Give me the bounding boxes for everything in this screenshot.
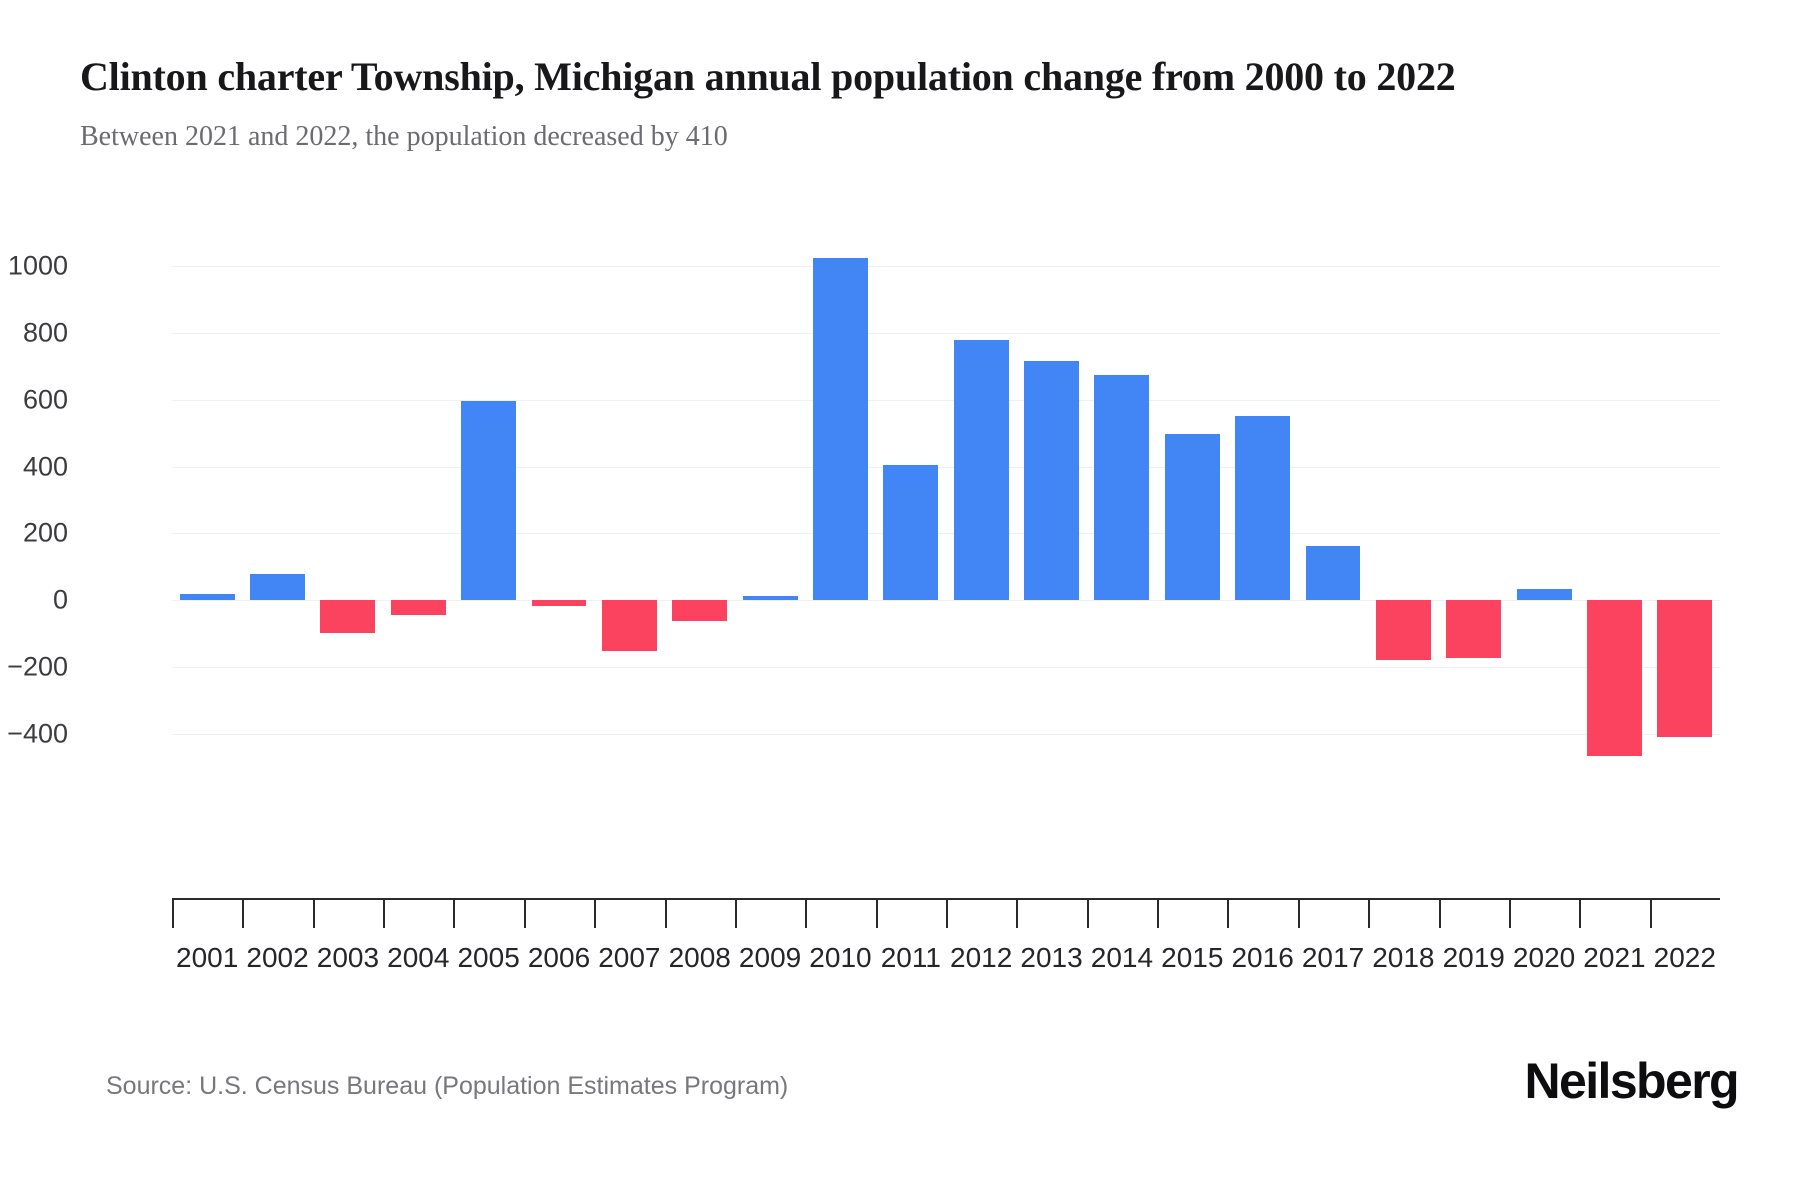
bar-2018[interactable]: [1375, 600, 1431, 660]
x-axis-tick: [172, 900, 174, 928]
x-axis-tick: [1438, 900, 1441, 928]
x-axis-tick-label-2017: 2017: [1301, 942, 1365, 973]
x-axis-tick-label-2006: 2006: [527, 942, 591, 973]
x-axis-tick: [664, 900, 667, 928]
x-axis-tick-label-2018: 2018: [1372, 942, 1435, 973]
x-axis-tick-label-2016: 2016: [1231, 942, 1294, 973]
x-axis-tick-label-2019: 2019: [1442, 942, 1505, 973]
x-axis-tick: [1508, 900, 1511, 928]
source-note: Source: U.S. Census Bureau (Population E…: [106, 1072, 789, 1100]
y-axis-tick-label: −400: [7, 718, 68, 749]
bar-2007[interactable]: [601, 600, 657, 652]
x-axis-tick-label-2013: 2013: [1020, 942, 1083, 973]
bar-2020[interactable]: [1516, 588, 1572, 601]
x-axis-tick: [805, 900, 808, 928]
y-axis-tick-label: 400: [22, 451, 68, 482]
x-axis-tick-label-2014: 2014: [1090, 942, 1154, 973]
x-axis-tick: [1649, 900, 1652, 928]
bar-2016[interactable]: [1235, 416, 1291, 601]
x-axis-tick-label-2009: 2009: [738, 942, 802, 973]
x-axis-tick: [453, 900, 456, 928]
x-axis-tick-label-2012: 2012: [950, 942, 1013, 973]
bar-2022[interactable]: [1657, 600, 1713, 738]
bar-2011[interactable]: [883, 464, 939, 601]
bar-2009[interactable]: [742, 595, 798, 601]
x-axis-tick: [1157, 900, 1160, 928]
bar-2008[interactable]: [672, 600, 728, 622]
bar-2004[interactable]: [390, 600, 446, 615]
x-axis-tick-label-2008: 2008: [668, 942, 731, 973]
x-axis-tick-label-2010: 2010: [809, 942, 872, 973]
bar-2019[interactable]: [1446, 600, 1502, 658]
y-axis-tick-label: −200: [7, 651, 68, 682]
y-axis-tick-label: 800: [22, 317, 68, 348]
y-gridline: [172, 332, 1720, 334]
chart-subtitle: Between 2021 and 2022, the population de…: [80, 121, 728, 152]
x-axis-tick-label-2022: 2022: [1653, 942, 1716, 973]
y-axis-tick-label: 1000: [7, 250, 68, 281]
bar-2014[interactable]: [1094, 374, 1150, 601]
x-axis-tick-label-2003: 2003: [316, 942, 380, 973]
y-gridline: [172, 399, 1720, 401]
bar-2012[interactable]: [953, 339, 1009, 601]
x-axis-tick: [1016, 900, 1019, 928]
x-axis-tick: [242, 900, 245, 928]
bar-2013[interactable]: [1024, 360, 1079, 601]
x-axis-tick: [734, 900, 737, 928]
x-axis-tick: [523, 900, 526, 928]
x-axis-tick-label-2021: 2021: [1583, 942, 1646, 973]
y-gridline: [172, 734, 1720, 735]
bar-2021[interactable]: [1587, 600, 1642, 756]
x-axis-tick-label-2001: 2001: [176, 942, 239, 973]
bar-2010[interactable]: [813, 258, 868, 601]
y-axis-tick-label: 600: [22, 384, 68, 415]
x-axis-tick: [875, 900, 878, 928]
x-axis-tick-label-2020: 2020: [1512, 942, 1576, 973]
x-axis-tick-label-2007: 2007: [598, 942, 661, 973]
bar-2017[interactable]: [1305, 546, 1361, 601]
x-axis-tick-label-2002: 2002: [246, 942, 309, 973]
bar-2005[interactable]: [461, 401, 517, 601]
x-axis-tick: [1227, 900, 1230, 928]
chart-title: Clinton charter Township, Michigan annua…: [80, 54, 1456, 99]
x-axis-tick: [1297, 900, 1300, 928]
x-axis-tick-label-2004: 2004: [387, 942, 450, 973]
x-axis-tick: [383, 900, 386, 928]
bar-2003[interactable]: [320, 600, 376, 634]
x-axis-tick: [1086, 900, 1089, 928]
neilsberg-logo: Neilsberg: [1524, 1053, 1740, 1109]
y-gridline: [172, 533, 1720, 535]
plot-area: 1000 800 600 400 200 0 −200 −400: [7, 251, 1720, 756]
y-gridline: [172, 600, 1720, 602]
x-axis-tick: [1368, 900, 1371, 928]
x-axis-tick-label-2005: 2005: [457, 942, 520, 973]
y-gridline: [172, 466, 1720, 468]
bar-2006[interactable]: [531, 600, 587, 606]
bar-2002[interactable]: [250, 574, 305, 601]
y-gridline: [172, 266, 1720, 267]
bar-2001[interactable]: [179, 593, 235, 601]
y-axis-tick-label: 0: [52, 584, 68, 615]
y-axis-tick-label: 200: [22, 517, 68, 548]
x-axis-line: [172, 898, 1720, 900]
x-axis-tick: [594, 900, 597, 928]
x-axis-tick: [946, 900, 948, 928]
x-axis-tick: [312, 900, 315, 928]
x-axis-tick-label-2015: 2015: [1161, 942, 1224, 973]
bar-2015[interactable]: [1164, 434, 1220, 601]
x-axis-tick: [1579, 900, 1582, 928]
x-axis-tick-label-2011: 2011: [880, 942, 941, 973]
y-gridline: [172, 667, 1720, 669]
